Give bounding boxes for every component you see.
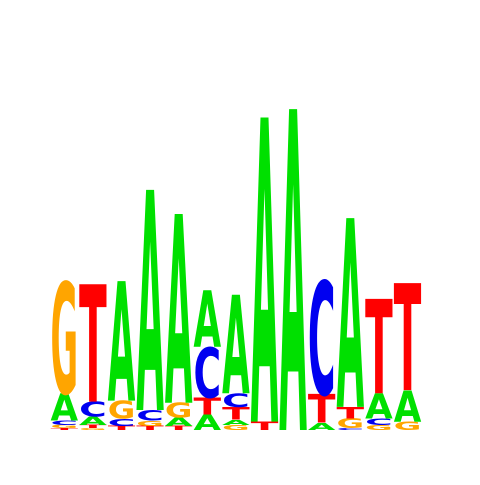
logo-letter-g: G <box>51 254 79 431</box>
logo-letter-a: A <box>136 129 164 480</box>
logo-column-10: ATC <box>308 250 337 433</box>
logo-letter-a: A <box>51 386 79 430</box>
logo-letter-t: T <box>194 393 222 420</box>
logo-letter-a: A <box>108 249 136 440</box>
logo-letter-a: A <box>394 382 422 432</box>
logo-letter-c: C <box>337 427 365 430</box>
logo-letter-a: A <box>222 418 250 426</box>
logo-letter-t: T <box>365 273 393 424</box>
logo-letter-t: T <box>251 420 280 434</box>
logo-letter-t: T <box>51 427 79 430</box>
logo-letter-g: G <box>165 399 193 423</box>
logo-letter-g: G <box>136 419 164 428</box>
logo-letter-c: C <box>308 250 336 431</box>
logo-column-13: GAT <box>394 255 422 433</box>
logo-letter-a: A <box>79 414 107 427</box>
logo-letter-t: T <box>222 404 251 424</box>
logo-letter-a: A <box>365 387 393 427</box>
logo-letter-a: A <box>165 162 193 465</box>
logo-letter-c: C <box>222 390 250 412</box>
logo-letter-g: G <box>51 424 79 429</box>
logo-letter-c: C <box>194 334 222 415</box>
logo-letter-c: C <box>79 398 107 421</box>
logo-letter-c: C <box>108 417 136 429</box>
logo-letter-g: G <box>222 423 250 432</box>
logo-letter-a: A <box>194 410 222 435</box>
logo-letter-g: G <box>337 416 365 431</box>
logo-letter-a: A <box>337 166 365 469</box>
logo-letter-t: T <box>79 252 107 440</box>
logo-letter-g: G <box>365 423 393 432</box>
logo-letter-t: T <box>165 425 193 432</box>
logo-column-9: A <box>279 21 307 485</box>
logo-letter-g: G <box>79 427 107 430</box>
logo-letter-t: T <box>79 424 107 429</box>
logo-letter-c: C <box>136 407 164 424</box>
logo-letter-g: G <box>108 396 136 424</box>
logo-letter-a: A <box>308 421 337 433</box>
logo-letter-a: A <box>222 269 250 426</box>
logo-letter-t: T <box>136 425 164 432</box>
logo-letter-c: C <box>365 417 393 427</box>
logo-letter-a: A <box>165 415 193 428</box>
logo-letter-t: T <box>337 404 365 423</box>
logo-letter-a: A <box>279 21 307 480</box>
logo-column-8: TA <box>251 34 280 485</box>
logo-letter-a: A <box>251 34 279 480</box>
logo-letter-a: A <box>194 276 222 366</box>
logo-letter-t: T <box>108 425 136 432</box>
logo-letter-c: C <box>51 420 79 427</box>
logo-letter-t: T <box>308 387 336 432</box>
logo-letter-g: G <box>394 419 422 432</box>
logo-letter-t: T <box>394 255 422 425</box>
